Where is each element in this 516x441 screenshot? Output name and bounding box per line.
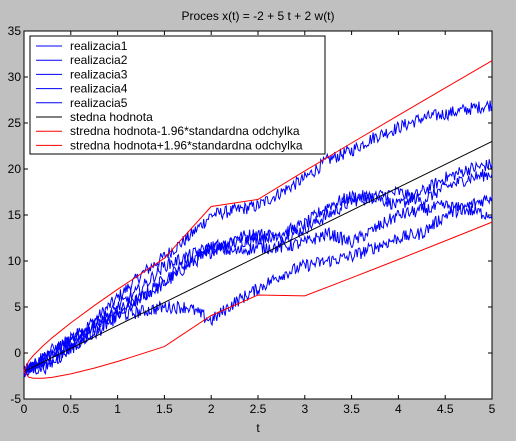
legend-label: stedna hodnota (70, 110, 153, 124)
x-tick-label: 0 (21, 402, 28, 416)
series-line-6 (23, 140, 493, 372)
legend-label: realizacia4 (70, 82, 128, 96)
x-tick-label: 1.5 (156, 402, 173, 416)
y-tick-label: 15 (8, 208, 22, 222)
x-axis-ticks: 0 0.5 1 1.5 2 2.5 3 3.5 4 4.5 5 (21, 31, 496, 416)
y-tick-label: 25 (8, 116, 22, 130)
legend: realizacia1realizacia2realizacia3realiza… (29, 35, 326, 155)
x-axis-label: t (256, 421, 260, 435)
series-layer (23, 60, 493, 379)
x-tick-label: 3 (301, 402, 308, 416)
y-axis-ticks: -5 0 5 10 15 20 25 30 35 (8, 24, 492, 406)
legend-label: realizacia1 (70, 39, 128, 53)
x-tick-label: 0.5 (62, 402, 79, 416)
y-tick-label: 0 (14, 346, 21, 360)
y-tick-label: 20 (8, 162, 22, 176)
y-tick-label: 35 (8, 24, 22, 38)
chart-title: Proces x(t) = -2 + 5 t + 2 w(t) (181, 9, 334, 23)
legend-label: realizacia5 (70, 96, 128, 110)
series-line-5 (23, 200, 493, 377)
y-tick-label: 30 (8, 70, 22, 84)
legend-label: realizacia2 (70, 53, 128, 67)
y-tick-label: 5 (14, 300, 21, 314)
x-tick-label: 1 (114, 402, 121, 416)
series-line-1 (23, 100, 493, 374)
legend-label: stredna hodnota+1.96*standardna odchylka (70, 138, 303, 152)
y-tick-label: 10 (8, 254, 22, 268)
x-tick-label: 2 (208, 402, 215, 416)
y-tick-label: -5 (10, 392, 21, 406)
x-tick-label: 2.5 (250, 402, 267, 416)
x-tick-label: 4.5 (437, 402, 454, 416)
x-tick-label: 3.5 (343, 402, 360, 416)
legend-label: realizacia3 (70, 67, 128, 81)
legend-label: stredna hodnota-1.96*standardna odchylka (70, 124, 300, 138)
series-line-7 (23, 221, 493, 379)
x-tick-label: 5 (489, 402, 496, 416)
x-tick-label: 4 (395, 402, 402, 416)
series-line-8 (23, 60, 493, 372)
legend-box (29, 35, 326, 155)
legend-items: realizacia1realizacia2realizacia3realiza… (36, 39, 303, 152)
